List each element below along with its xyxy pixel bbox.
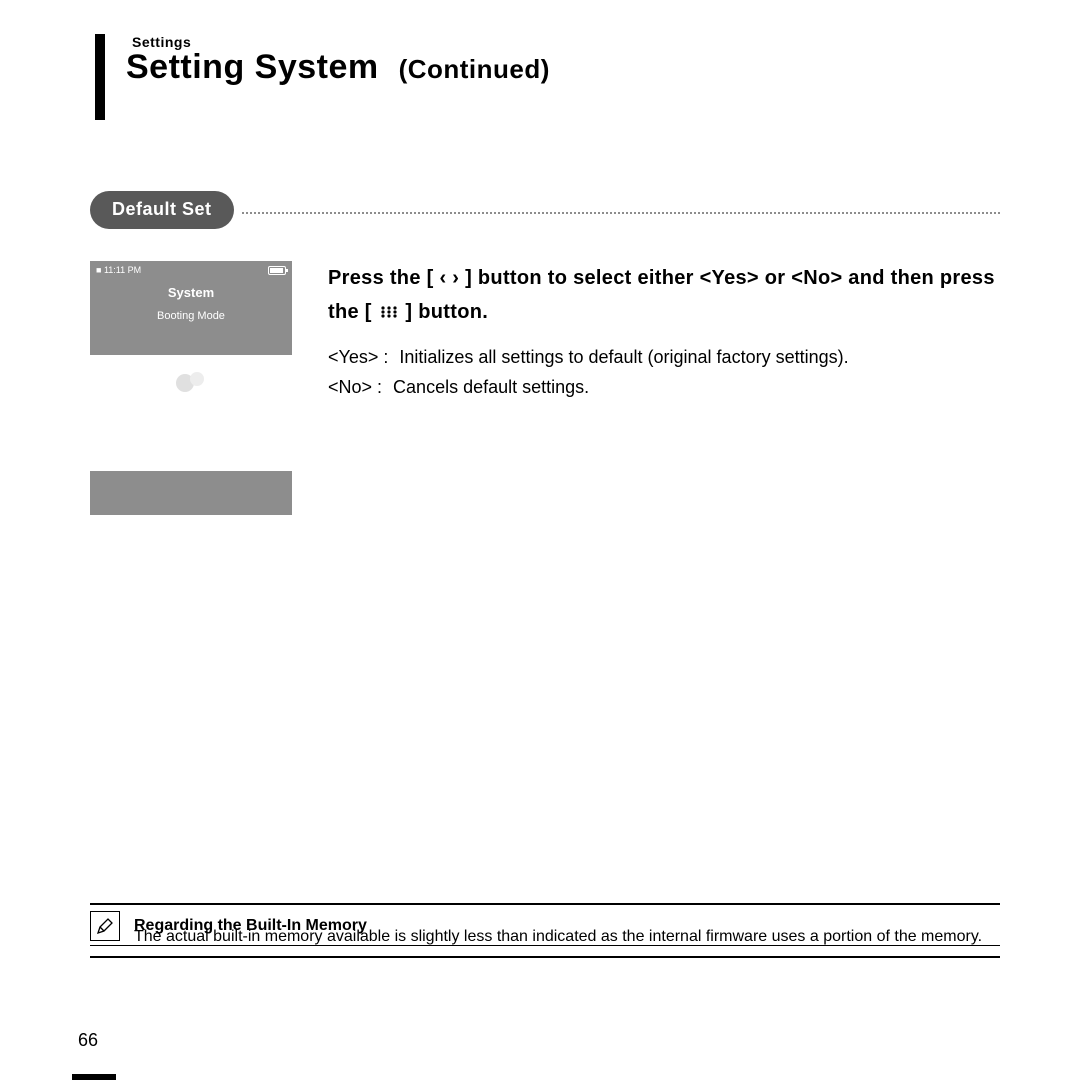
note-icon bbox=[90, 911, 120, 941]
status-time-text: 11:11 PM bbox=[104, 265, 141, 275]
note-rule-top bbox=[90, 903, 1000, 905]
page-content: Settings Setting System (Continued) Defa… bbox=[90, 34, 1000, 958]
note-rule-bottom bbox=[90, 956, 1000, 958]
battery-icon bbox=[268, 266, 286, 275]
note-box: Regarding the Built-In Memory The actual… bbox=[90, 903, 1000, 958]
device-mock: ■ 11:11 PM System Booting Mode bbox=[90, 261, 292, 515]
title-main: Setting System bbox=[126, 48, 379, 86]
option-no-text: Cancels default settings. bbox=[388, 377, 589, 397]
device-white-panel bbox=[90, 355, 292, 471]
gear-icon bbox=[90, 367, 292, 406]
option-no-label: <No> : bbox=[328, 377, 382, 397]
instruction-block: Press the [ ‹ › ] button to select eithe… bbox=[328, 261, 1000, 403]
option-no: <No> : Cancels default settings. bbox=[328, 372, 1000, 403]
grid-button-icon bbox=[380, 296, 398, 330]
device-status-bar: ■ 11:11 PM bbox=[96, 265, 286, 275]
left-arrow-icon: ‹ bbox=[439, 267, 446, 289]
option-yes-text: Initializes all settings to default (ori… bbox=[394, 347, 848, 367]
right-arrow-icon: › bbox=[452, 267, 459, 289]
device-screen-title: System bbox=[90, 285, 292, 300]
note-body-text: The actual built-in memory available is … bbox=[134, 926, 1000, 948]
section-header-row: Default Set bbox=[90, 191, 1000, 229]
page-number: 66 bbox=[78, 1030, 98, 1051]
body-row: ■ 11:11 PM System Booting Mode Press the… bbox=[90, 261, 1000, 515]
option-yes: <Yes> : Initializes all settings to defa… bbox=[328, 342, 1000, 373]
page-tab-marker bbox=[72, 1074, 116, 1080]
device-screen-subtitle: Booting Mode bbox=[90, 310, 292, 322]
option-list: <Yes> : Initializes all settings to defa… bbox=[328, 342, 1000, 403]
device-footer bbox=[90, 471, 292, 515]
option-yes-label: <Yes> : bbox=[328, 347, 388, 367]
pencil-icon bbox=[95, 916, 115, 936]
status-time: ■ 11:11 PM bbox=[96, 265, 141, 275]
title-continued: (Continued) bbox=[399, 54, 550, 84]
section-pill: Default Set bbox=[90, 191, 234, 229]
section-dots bbox=[242, 212, 1000, 214]
page-title: Setting System (Continued) bbox=[126, 48, 1000, 87]
instruction-main: Press the [ ‹ › ] button to select eithe… bbox=[328, 261, 1000, 330]
